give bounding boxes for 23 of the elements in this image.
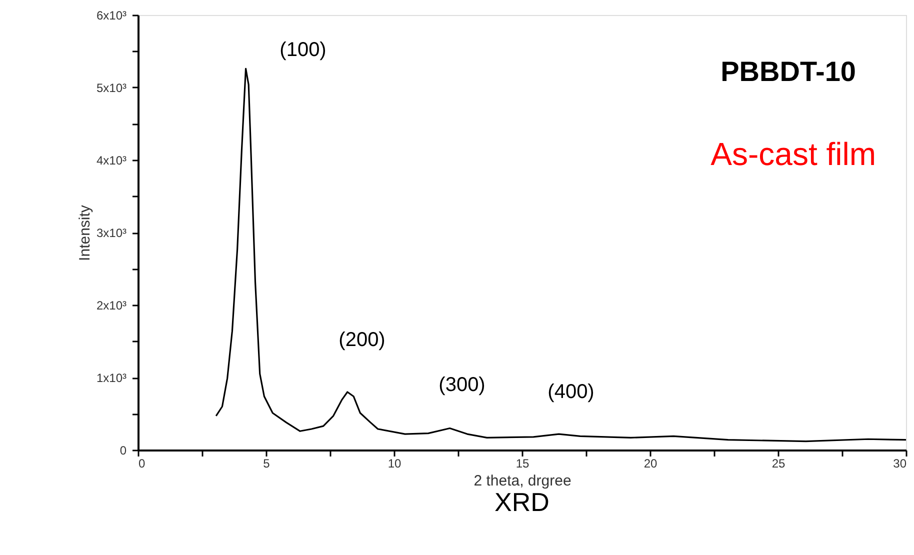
y-tick-label: 3x10³ bbox=[96, 226, 126, 240]
text: XRD bbox=[494, 487, 550, 517]
x-tick-label: 30 bbox=[893, 456, 907, 470]
y-tick-label: 2x10³ bbox=[96, 298, 126, 312]
y-axis-title: Intensity bbox=[76, 204, 94, 261]
y-tick-label: 1x10³ bbox=[96, 371, 126, 385]
x-tick-label: 10 bbox=[388, 456, 402, 470]
annotation: (200) bbox=[338, 329, 386, 351]
x-tick-label: 20 bbox=[644, 456, 658, 470]
y-tick-label: 0 bbox=[120, 444, 127, 458]
y-tick-label: 5x10³ bbox=[96, 81, 126, 95]
x-tick-label: 0 bbox=[138, 456, 146, 470]
x-axis-title: 2 theta, drgree bbox=[474, 472, 572, 490]
x-tick-label: 5 bbox=[263, 456, 270, 470]
y-tick-label: 6x10³ bbox=[96, 8, 126, 22]
x-tick-label: 25 bbox=[772, 456, 786, 470]
annotation: (300) bbox=[438, 374, 486, 396]
x-tick-label: 15 bbox=[516, 456, 530, 470]
annotation: As-cast film bbox=[710, 136, 876, 172]
annotation: (100) bbox=[280, 39, 326, 61]
annotation: (400) bbox=[548, 381, 594, 403]
annotation: PBBDT-10 bbox=[720, 56, 856, 87]
y-tick-label: 4x10³ bbox=[96, 154, 126, 168]
